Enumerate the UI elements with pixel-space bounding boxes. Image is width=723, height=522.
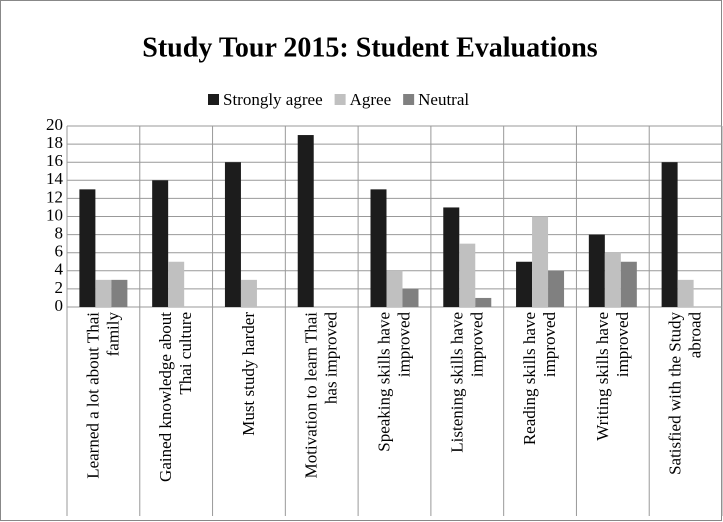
bar [475,297,492,307]
bar [111,279,128,307]
legend-label: Strongly agree [223,90,323,109]
bar [168,261,185,307]
x-tick-label: Learned a lot about Thai family [83,312,123,479]
bar [548,270,565,307]
bar [604,252,621,307]
bar [402,288,419,307]
x-tick-label: Must study harder [238,312,258,436]
bar [79,189,96,307]
legend-label: Neutral [418,90,469,109]
bar [297,135,314,307]
x-tick-label: Speaking skills have improved [374,312,414,452]
y-tick-label: 10 [46,205,63,224]
y-tick-label: 6 [55,242,64,261]
y-tick-label: 14 [46,169,64,188]
y-tick-label: 18 [46,133,63,152]
y-tick-label: 12 [46,187,63,206]
bar [370,189,387,307]
bar [677,279,694,307]
x-tick-label: Reading skills have improved [520,312,560,446]
x-tick-label: Listening skills have improved [447,312,487,453]
x-tick-label: Gained knowledge about Thai culture [156,312,196,482]
bar [532,216,549,307]
y-tick-label: 4 [55,260,64,279]
bar [516,261,533,307]
y-tick-label: 0 [55,296,64,315]
x-tick-label: Satisfied with the Study abroad [665,312,705,475]
bar [152,180,169,307]
bar [459,243,476,307]
bar [95,279,112,307]
bar [661,162,678,307]
legend-swatch [403,94,415,105]
chart-title: Study Tour 2015: Student Evaluations [142,32,598,63]
y-tick-label: 8 [55,224,64,243]
bar [443,207,460,307]
legend-swatch [208,94,219,105]
bar [224,162,241,307]
x-tick-label: Writing skills have improved [592,312,632,441]
y-tick-label: 20 [46,115,63,134]
y-tick-label: 2 [55,278,64,297]
bar [620,261,637,307]
legend-swatch [334,94,346,105]
y-tick-label: 16 [46,151,63,170]
bar [588,234,605,307]
bar [240,279,257,307]
legend-label: Agree [350,90,392,109]
bar [386,270,403,307]
x-tick-label: Motivation to learn Thai has improved [301,312,341,479]
